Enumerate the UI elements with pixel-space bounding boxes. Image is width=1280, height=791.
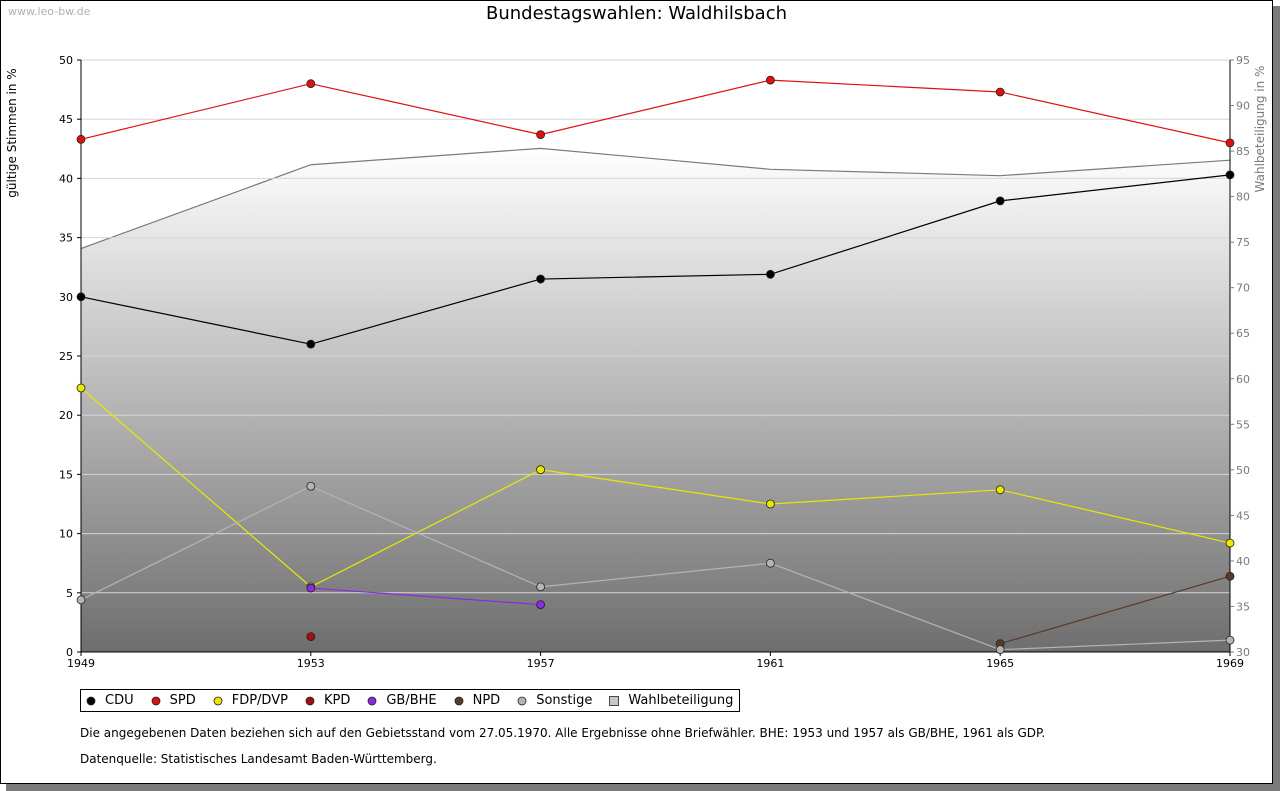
chart-title: Bundestagswahlen: Waldhilsbach [485, 3, 788, 24]
y2-axis-title: Wahlbeteiligung in % [1253, 66, 1267, 193]
data-point-spd [306, 79, 316, 89]
series-line-npd [1000, 575, 1231, 645]
y2-tick-label: 70 [1236, 282, 1250, 295]
y-tick-label: 35 [59, 232, 73, 245]
y2-tick-label: 65 [1236, 327, 1250, 340]
y2-tick-label: 90 [1236, 100, 1250, 113]
legend-marker-fdp-dvp [213, 696, 223, 705]
data-point-spd [536, 130, 545, 139]
data-point-gb-bhe [536, 600, 545, 610]
x-tick-label: 1949 [67, 657, 95, 670]
y2-tick-label: 50 [1236, 464, 1250, 477]
y2-tick-label: 95 [1236, 54, 1250, 67]
x-tick-label: 1969 [1216, 657, 1244, 670]
y2-tick-label: 75 [1236, 236, 1250, 249]
x-tick-label: 1953 [297, 657, 325, 670]
frame-shadow-bottom [6, 784, 1280, 791]
y2-tick-label: 35 [1236, 600, 1250, 613]
x-tick-label: 1965 [986, 657, 1014, 670]
y2-tick-label: 45 [1236, 509, 1250, 522]
data-point-fdp-dvp [995, 485, 1005, 495]
data-point-fdp-dvp [1225, 538, 1235, 548]
data-point-spd [76, 134, 86, 144]
legend-label-kpd: KPD [323, 693, 351, 708]
x-tick-label: 1957 [527, 657, 555, 670]
y2-tick-label: 60 [1236, 373, 1250, 386]
data-point-fdp-dvp [76, 383, 86, 393]
legend-marker-spd [151, 696, 161, 705]
legend-item-cdu: CDU [85, 693, 134, 708]
frame-shadow-right [1273, 6, 1280, 791]
data-point-sonstige [76, 595, 86, 605]
legend-label-sonstige: Sonstige [536, 693, 593, 708]
y2-tick-label: 30 [1236, 646, 1250, 659]
y-tick-label: 5 [66, 587, 73, 600]
data-point-npd [1225, 571, 1235, 581]
y-tick-label: 0 [66, 646, 73, 659]
line-chart: 0 5 10 15 20 25 30 35 40 45 50 30 35 40 45 50 55 60 65 70 75… [5, 54, 1267, 670]
data-point-fdp-dvp [766, 499, 775, 509]
data-point-gb-bhe [306, 583, 316, 593]
data-point-sonstige [306, 481, 316, 491]
data-point-kpd [306, 632, 316, 642]
data-point-sonstige [536, 582, 545, 592]
data-point-spd [995, 87, 1005, 97]
series-line-gb-bhe [310, 587, 541, 606]
series-line-spd [80, 79, 1231, 144]
data-point-sonstige [766, 558, 775, 568]
y-axis-title: gültige Stimmen in % [5, 68, 19, 197]
legend-item-spd: SPD [150, 693, 196, 708]
legend-label-gb-bhe: GB/BHE [386, 693, 437, 708]
data-point-cdu [1225, 170, 1235, 180]
series-line-fdp-dvp [80, 387, 1231, 588]
data-point-fdp-dvp [536, 465, 545, 475]
legend-item-wahlbeteiligung: Wahlbeteiligung [608, 693, 733, 708]
y-tick-label: 30 [59, 291, 73, 304]
legend-item-fdp-dvp: FDP/DVP [212, 693, 288, 708]
legend-marker-cdu [86, 696, 96, 705]
series-line-sonstige [80, 485, 1231, 651]
legend-label-cdu: CDU [105, 693, 134, 708]
y2-tick-label: 85 [1236, 145, 1250, 158]
data-point-cdu [766, 269, 775, 279]
legend-label-wahlbeteiligung: Wahlbeteiligung [628, 693, 734, 708]
legend-item-gb-bhe: GB/BHE [366, 693, 437, 708]
legend-marker-npd [454, 696, 464, 705]
legend-item-kpd: KPD [304, 693, 350, 708]
y-tick-label: 10 [59, 528, 73, 541]
legend-label-npd: NPD [472, 693, 501, 708]
data-point-cdu [536, 274, 545, 284]
y-tick-label: 15 [59, 468, 73, 481]
legend-marker-wahlbeteiligung [609, 695, 620, 706]
legend: CDU SPD FDP/DVP KPD GB/BHE NPD Sonstige Wahlbet… [80, 689, 741, 712]
data-point-spd [1225, 138, 1235, 148]
data-point-sonstige [995, 645, 1005, 655]
x-tick-label: 1961 [756, 657, 784, 670]
series-line-cdu [80, 174, 1231, 345]
legend-marker-kpd [305, 696, 315, 705]
source-text: Datenquelle: Statistisches Landesamt Bad… [80, 752, 437, 766]
data-point-cdu [306, 339, 316, 349]
legend-item-sonstige: Sonstige [516, 693, 592, 708]
footnote-text: Die angegebenen Daten beziehen sich auf … [80, 726, 1046, 740]
y-tick-label: 40 [59, 172, 73, 185]
y2-tick-label: 80 [1236, 191, 1250, 204]
legend-label-fdp-dvp: FDP/DVP [231, 693, 288, 708]
data-point-cdu [995, 196, 1005, 206]
data-point-spd [766, 75, 775, 85]
y2-tick-label: 40 [1236, 555, 1250, 568]
legend-item-npd: NPD [453, 693, 501, 708]
data-point-sonstige [1225, 635, 1235, 645]
watermark: www.leo-bw.de [8, 5, 91, 18]
legend-label-spd: SPD [169, 693, 196, 708]
y-tick-label: 25 [59, 350, 73, 363]
legend-marker-sonstige [517, 696, 527, 705]
legend-marker-gb-bhe [367, 696, 377, 705]
turnout-area [81, 148, 1230, 653]
y-tick-label: 20 [59, 409, 73, 422]
data-point-cdu [76, 292, 86, 302]
y2-tick-label: 55 [1236, 418, 1250, 431]
y-tick-label: 45 [59, 113, 73, 126]
y-tick-label: 50 [59, 54, 73, 67]
